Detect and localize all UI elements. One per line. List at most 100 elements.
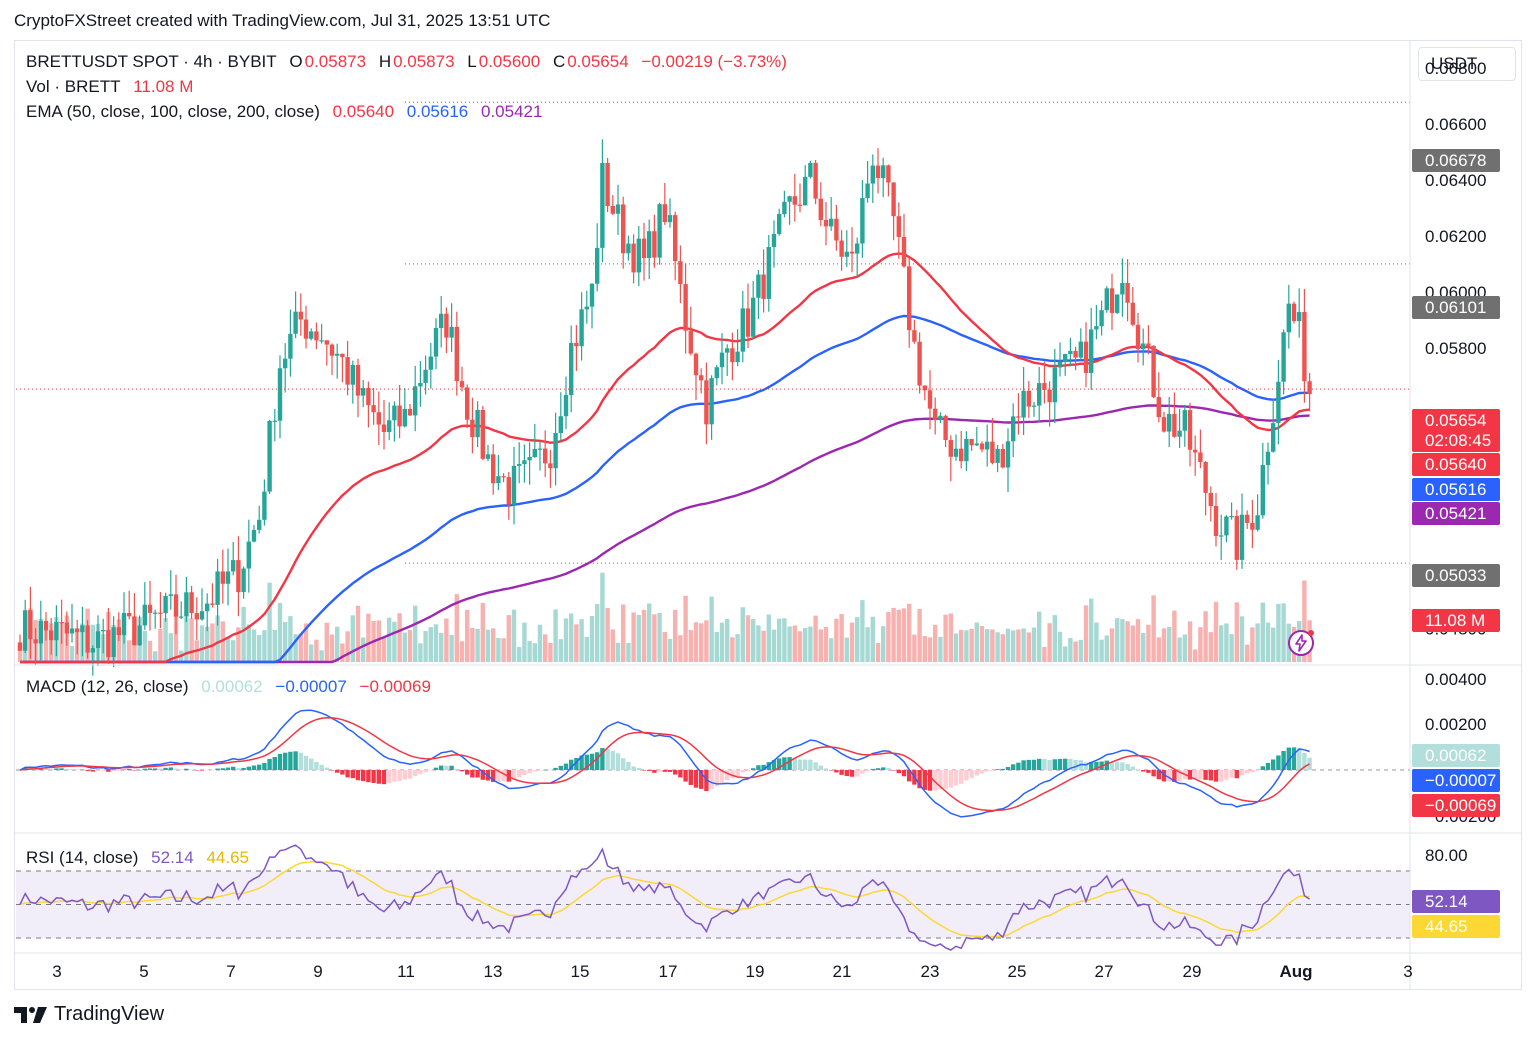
- price-tag: 02:08:45: [1425, 431, 1491, 450]
- volume-bar: [813, 615, 818, 662]
- candle-body: [652, 231, 657, 258]
- currency-selector[interactable]: USDT: [1418, 47, 1516, 81]
- macd-histogram-bar: [38, 767, 43, 770]
- macd-histogram-bar: [64, 768, 69, 770]
- candle-body: [381, 424, 387, 433]
- price-tag-bg: [1412, 502, 1500, 525]
- chart-caption: CryptoFXStreet created with TradingView.…: [14, 11, 551, 30]
- macd-histogram-bar: [1193, 770, 1198, 780]
- volume-bar: [1265, 622, 1271, 662]
- volume-bar: [225, 637, 231, 662]
- volume-bar: [1182, 634, 1187, 662]
- price-tag-bg: [1412, 478, 1500, 501]
- ema50-line: [20, 252, 1310, 664]
- candle-body: [959, 448, 964, 462]
- volume-bar: [912, 634, 917, 662]
- macd-histogram-bar: [657, 770, 662, 772]
- volume-bar: [605, 607, 610, 662]
- volume-bar: [1125, 621, 1130, 662]
- macd-histogram-bar: [1083, 762, 1089, 770]
- macd-histogram-bar: [834, 770, 839, 773]
- symbol-label: BRETTUSDT SPOT · 4h · BYBIT: [26, 52, 277, 71]
- volume-bar: [231, 640, 236, 662]
- volume-value: 11.08 M: [133, 77, 194, 96]
- price-tick-label: 0.06200: [1425, 227, 1486, 246]
- candle-body: [101, 630, 106, 632]
- macd-histogram-bar: [641, 770, 647, 771]
- open-label: O: [289, 52, 303, 71]
- candle-body: [1281, 332, 1286, 382]
- volume-bar: [532, 643, 537, 662]
- legend-rsi: RSI (14, close) 52.14 44.65: [26, 848, 251, 868]
- macd-histogram-bar: [54, 768, 59, 770]
- volume-bar: [610, 629, 615, 662]
- candle-body: [1031, 405, 1037, 407]
- volume-bar: [777, 618, 782, 662]
- candle-body: [407, 408, 413, 416]
- candle-body: [1073, 350, 1078, 358]
- candle-body: [641, 238, 647, 259]
- volume-bar: [506, 615, 511, 662]
- macd-histogram-bar: [808, 759, 813, 770]
- candle-body: [75, 628, 80, 633]
- macd-histogram-bar: [673, 770, 678, 775]
- volume-bar: [397, 613, 402, 662]
- candle-body: [600, 162, 605, 248]
- candle-body: [1021, 390, 1026, 418]
- macd-histogram-bar: [101, 770, 106, 771]
- volume-bar: [168, 633, 173, 662]
- candle-body: [803, 176, 808, 206]
- volume-bar: [574, 624, 579, 662]
- macd-histogram-bar: [1120, 762, 1125, 770]
- candle-body: [163, 595, 168, 614]
- candle-body: [439, 313, 444, 328]
- chart-frame[interactable]: [14, 40, 1522, 990]
- volume-bar: [465, 609, 470, 662]
- rsi-value: 52.14: [151, 848, 194, 867]
- candle-body: [995, 449, 1000, 463]
- macd-histogram-bar: [610, 751, 615, 770]
- rsi-ma-line: [19, 861, 1310, 938]
- ema200-value: 0.05421: [480, 102, 543, 121]
- macd-histogram-bar: [267, 758, 272, 770]
- macd-histogram-bar: [1104, 760, 1109, 770]
- lightning-indicator-icon[interactable]: [1287, 629, 1315, 657]
- macd-histogram-bar: [132, 770, 137, 771]
- macd-histogram-bar: [179, 769, 184, 770]
- candle-body: [740, 308, 745, 352]
- macd-histogram-bar: [225, 767, 231, 770]
- macd-histogram-bar: [1260, 766, 1265, 770]
- volume-bar: [688, 630, 693, 662]
- macd-histogram-bar: [506, 770, 511, 782]
- macd-histogram-bar: [1302, 752, 1307, 770]
- macd-histogram-bar: [1016, 762, 1021, 770]
- candle-body: [262, 491, 267, 520]
- candle-body: [147, 604, 153, 613]
- macd-tag-bg: [1412, 794, 1500, 817]
- macd-histogram-bar: [433, 767, 439, 770]
- tradingview-logo[interactable]: TradingView: [14, 1003, 164, 1026]
- macd-histogram-bar: [1224, 770, 1229, 780]
- macd-histogram-bar: [257, 764, 262, 770]
- volume-bar: [1073, 641, 1078, 662]
- volume-bar: [173, 614, 179, 662]
- volume-bar: [501, 638, 506, 662]
- volume-bar: [1260, 602, 1265, 662]
- macd-histogram-bar: [522, 770, 527, 776]
- candle-body: [1302, 312, 1307, 382]
- candle-body: [127, 612, 132, 617]
- volume-bar: [839, 613, 844, 662]
- volume-bar: [163, 618, 168, 662]
- candle-body: [1016, 416, 1021, 418]
- candle-body: [647, 231, 652, 259]
- macd-histogram-bar: [636, 767, 641, 770]
- candle-body: [1063, 354, 1068, 362]
- candle-body: [735, 351, 740, 363]
- price-tag: 0.05654: [1425, 411, 1486, 430]
- macd-histogram-bar: [376, 770, 381, 784]
- candle-body: [355, 364, 361, 396]
- volume-bar: [823, 627, 829, 662]
- low-label: L: [467, 52, 477, 71]
- volume-bar: [693, 622, 699, 662]
